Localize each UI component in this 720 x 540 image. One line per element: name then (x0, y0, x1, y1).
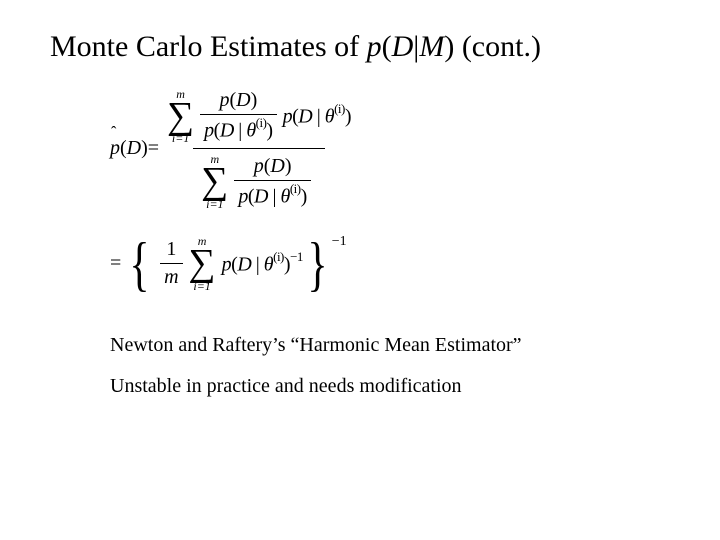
eq1-num-trailing: p(D | θ(i)) (283, 103, 351, 129)
eq2-term: p(D | θ(i))−1 (222, 251, 303, 277)
title-suffix: (cont.) (454, 30, 541, 63)
sigma-icon: ∑ (201, 165, 228, 197)
eq2-sum-bot: i=1 (193, 280, 210, 292)
equation-2: = { 1 m m ∑ i=1 p(D | θ(i))−1 } −1 (110, 234, 670, 294)
eq1-den-innerfrac: p(D) p(D | θ(i)) (234, 155, 310, 209)
t5: (i) (256, 115, 267, 130)
w8: −1 (290, 249, 303, 264)
u6: (i) (334, 101, 345, 116)
eq1-num-sum: m ∑ i=1 (167, 88, 194, 144)
eq2-sum: m ∑ i=1 (189, 235, 216, 291)
eq1-numerator: m ∑ i=1 p(D) p(D | θ(i)) p(D | θ(i)) (159, 84, 359, 148)
v0b: (D) (264, 155, 292, 177)
t4: θ (246, 120, 255, 142)
caption-line-2: Unstable in practice and needs modificat… (110, 375, 670, 398)
eq2-m: m (160, 263, 182, 289)
v3: D (254, 185, 268, 207)
eq2-outer-inv: −1 (332, 234, 347, 250)
w5: θ (264, 253, 273, 275)
w6: (i) (273, 249, 284, 264)
eq1-den-sum-bot: i=1 (206, 198, 223, 210)
u1: p (283, 106, 293, 128)
t6: ) (266, 120, 272, 142)
right-brace-icon: } (307, 234, 327, 294)
eq1-close: ) (141, 137, 148, 160)
eq2-equals: = (110, 252, 121, 275)
v4: | (268, 185, 281, 207)
v5: θ (281, 185, 290, 207)
eq1-num-den-p: p (204, 120, 214, 142)
t2: D (220, 120, 234, 142)
slide-title: Monte Carlo Estimates of p(D|M) (cont.) (50, 30, 670, 64)
title-prefix: Monte Carlo Estimates of (50, 30, 367, 63)
eq1-num-innerfrac-num: p(D) (215, 89, 261, 114)
w4: | (251, 253, 264, 275)
eq1-den-innerfrac-num: p(D) (250, 155, 296, 180)
caption-line-1: Newton and Raftery’s “Harmonic Mean Esti… (110, 334, 670, 357)
v1: p (238, 185, 248, 207)
eq1-denominator: m ∑ i=1 p(D) p(D | θ(i)) (193, 148, 325, 213)
eq1-open: ( (120, 137, 127, 160)
title-open: ( (382, 30, 392, 63)
eq1-lhs: p ˆ ( D ) = (110, 137, 159, 160)
eq1-den-innerfrac-den: p(D | θ(i)) (234, 180, 310, 209)
w3: D (237, 253, 251, 275)
eq1-num-innerfrac: p(D) p(D | θ(i)) (200, 89, 276, 143)
formula-block: p ˆ ( D ) = m ∑ i=1 (110, 84, 670, 294)
eq1-num-pD-rest: (D) (229, 89, 257, 111)
eq1-bigfrac: m ∑ i=1 p(D) p(D | θ(i)) p(D | θ(i)) (159, 84, 359, 214)
v7: ) (301, 185, 307, 207)
u4: | (312, 106, 325, 128)
title-D: D (392, 30, 414, 63)
t3: | (234, 120, 247, 142)
caption-block: Newton and Raftery’s “Harmonic Mean Esti… (110, 334, 670, 398)
slide: Monte Carlo Estimates of p(D|M) (cont.) … (0, 0, 720, 540)
eq1-num-innerfrac-den: p(D | θ(i)) (200, 114, 276, 143)
v6: (i) (290, 181, 301, 196)
title-p: p (367, 30, 382, 63)
equation-1: p ˆ ( D ) = m ∑ i=1 (110, 84, 670, 214)
eq1-num-sum-bot: i=1 (172, 132, 189, 144)
left-brace-icon: { (130, 234, 150, 294)
u3: D (298, 106, 312, 128)
u5: θ (325, 106, 334, 128)
sigma-icon: ∑ (167, 100, 194, 132)
eq1-num-pD-p: p (219, 89, 229, 111)
eq1-equals: = (148, 137, 159, 160)
title-close: ) (444, 30, 454, 63)
eq1-hat: ˆ (111, 124, 116, 142)
w1: p (222, 253, 232, 275)
eq1-D: D (127, 137, 141, 160)
eq1-den-sum: m ∑ i=1 (201, 153, 228, 209)
title-M: M (419, 30, 444, 63)
u7: ) (345, 106, 351, 128)
sigma-icon: ∑ (189, 247, 216, 279)
v0: p (254, 155, 264, 177)
eq2-1overm: 1 m (160, 238, 182, 289)
eq2-one: 1 (162, 238, 180, 263)
